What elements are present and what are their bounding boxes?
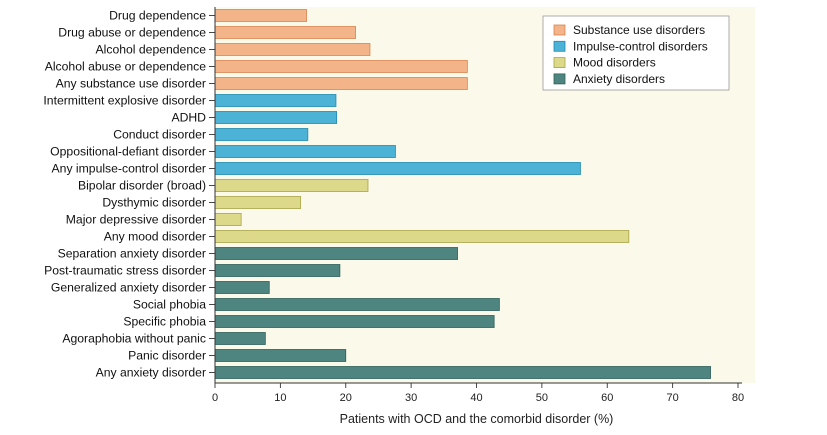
x-tick-label: 40 — [470, 392, 482, 404]
bar-generalized-anxiety-disorder — [214, 281, 270, 294]
category-label-panic-disorder: Panic disorder — [128, 349, 206, 363]
bar-adhd — [214, 111, 337, 124]
x-tick-label: 30 — [405, 392, 417, 404]
x-tick-label: 20 — [340, 392, 352, 404]
bar-alcohol-dependence — [214, 43, 371, 56]
bar-major-depressive-disorder — [214, 213, 242, 226]
legend-swatch — [553, 24, 566, 36]
category-label-adhd: ADHD — [171, 111, 206, 125]
legend-box — [542, 15, 730, 91]
category-label-intermittent-explosive-disorder: Intermittent explosive disorder — [43, 94, 206, 108]
category-label-drug-dependence: Drug dependence — [109, 9, 206, 23]
x-axis-title: Patients with OCD and the comorbid disor… — [340, 412, 614, 426]
legend-label: Anxiety disorders — [573, 72, 665, 86]
x-tick-label: 0 — [212, 392, 218, 404]
bar-intermittent-explosive-disorder — [214, 94, 337, 107]
bar-separation-anxiety-disorder — [214, 247, 458, 260]
category-label-any-mood-disorder: Any mood disorder — [104, 230, 206, 244]
category-label-alcohol-abuse-or-dependence: Alcohol abuse or dependence — [45, 60, 206, 74]
category-label-oppositional-defiant-disorder: Oppositional-defiant disorder — [50, 145, 206, 159]
bar-agoraphobia-without-panic — [214, 332, 266, 345]
bar-drug-abuse-or-dependence — [214, 26, 356, 39]
category-label-social-phobia: Social phobia — [133, 298, 206, 312]
category-label-separation-anxiety-disorder: Separation anxiety disorder — [58, 247, 206, 261]
category-label-major-depressive-disorder: Major depressive disorder — [66, 213, 206, 227]
category-label-drug-abuse-or-dependence: Drug abuse or dependence — [58, 26, 206, 40]
x-tick-label: 10 — [274, 392, 286, 404]
x-tick-label: 50 — [536, 392, 548, 404]
legend-swatch — [553, 73, 566, 85]
bar-oppositional-defiant-disorder — [214, 145, 396, 158]
bar-any-impulse-control-disorder — [214, 162, 581, 175]
bar-any-anxiety-disorder — [214, 366, 711, 379]
category-label-alcohol-dependence: Alcohol dependence — [96, 43, 207, 57]
bar-post-traumatic-stress-disorder — [214, 264, 341, 277]
x-axis: 0 10 20 30 40 50 60 70 80 — [212, 7, 744, 404]
legend: Substance use disorders Impulse-control d… — [542, 15, 730, 91]
category-label-any-substance-use-disorder: Any substance use disorder — [56, 77, 206, 91]
legend-label: Impulse-control disorders — [573, 39, 708, 53]
bar-bipolar-disorder-broad — [214, 179, 369, 192]
legend-label: Mood disorders — [573, 56, 656, 70]
category-label-conduct-disorder: Conduct disorder — [113, 128, 206, 142]
category-label-bipolar-disorder-broad: Bipolar disorder (broad) — [78, 179, 206, 193]
category-label-any-impulse-control-disorder: Any impulse-control disorder — [52, 162, 206, 176]
bar-dysthymic-disorder — [214, 196, 302, 209]
category-label-specific-phobia: Specific phobia — [123, 315, 206, 329]
bar-specific-phobia — [214, 315, 495, 328]
legend-swatch — [553, 40, 566, 52]
bar-social-phobia — [214, 298, 500, 311]
category-labels: Drug dependence Drug abuse or dependence A… — [43, 9, 215, 380]
bar-panic-disorder — [214, 349, 347, 362]
x-tick-label: 70 — [667, 392, 679, 404]
bar-any-mood-disorder — [214, 230, 630, 243]
x-tick-label: 80 — [732, 392, 744, 404]
category-label-generalized-anxiety-disorder: Generalized anxiety disorder — [51, 281, 206, 295]
category-label-any-anxiety-disorder: Any anxiety disorder — [96, 366, 206, 380]
bar-conduct-disorder — [214, 128, 309, 141]
bar-any-substance-use-disorder — [214, 77, 468, 90]
legend-swatch — [553, 57, 566, 68]
legend-label: Substance use disorders — [573, 23, 705, 37]
x-tick-label: 60 — [601, 392, 613, 404]
category-label-post-traumatic-stress-disorder: Post-traumatic stress disorder — [44, 264, 206, 278]
category-label-dysthymic-disorder: Dysthymic disorder — [102, 196, 206, 210]
category-label-agoraphobia-without-panic: Agoraphobia without panic — [62, 332, 206, 346]
bar-drug-dependence — [214, 9, 307, 22]
bar-alcohol-abuse-or-dependence — [214, 60, 468, 73]
